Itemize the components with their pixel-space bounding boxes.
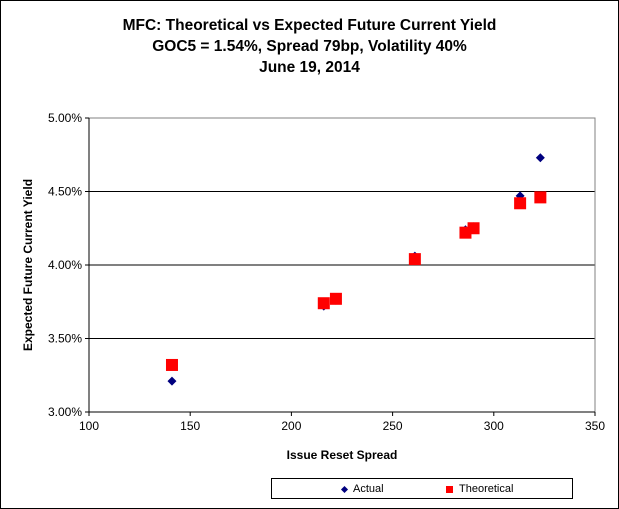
chart-title-line-2: GOC5 = 1.54%, Spread 79bp, Volatility 40… bbox=[152, 38, 467, 55]
theoretical-point bbox=[329, 292, 342, 305]
y-tick-label: 5.00% bbox=[48, 111, 82, 125]
chart-title-line-3: June 19, 2014 bbox=[259, 59, 360, 76]
y-tick-label: 4.00% bbox=[48, 258, 82, 272]
chart-title-line-1: MFC: Theoretical vs Expected Future Curr… bbox=[122, 17, 497, 34]
legend-label-actual: Actual bbox=[353, 483, 384, 495]
gridlines bbox=[89, 191, 595, 339]
y-tick-label: 4.50% bbox=[48, 185, 82, 199]
actual-point bbox=[167, 376, 177, 386]
y-axis-title: Expected Future Current Yield bbox=[21, 179, 35, 351]
x-axis-title: Issue Reset Spread bbox=[287, 448, 398, 462]
legend-label-theoretical: Theoretical bbox=[459, 483, 514, 495]
data-points bbox=[165, 153, 547, 386]
legend-item-theoretical: Theoretical bbox=[446, 483, 513, 495]
actual-point bbox=[535, 153, 545, 163]
x-tick-label: 100 bbox=[79, 419, 99, 433]
legend: Actual Theoretical bbox=[271, 478, 573, 499]
theoretical-point bbox=[165, 358, 178, 371]
theoretical-point bbox=[467, 222, 480, 235]
theoretical-point bbox=[317, 297, 330, 310]
x-tick-label: 150 bbox=[180, 419, 200, 433]
theoretical-point bbox=[534, 191, 547, 204]
theoretical-point bbox=[514, 197, 527, 210]
theoretical-point bbox=[408, 253, 421, 266]
chart-title: MFC: Theoretical vs Expected Future Curr… bbox=[1, 15, 618, 78]
y-tick-label: 3.50% bbox=[48, 332, 82, 346]
diamond-marker-icon bbox=[340, 485, 349, 493]
y-tick-label: 3.00% bbox=[48, 405, 82, 419]
square-marker-icon bbox=[446, 485, 453, 493]
axes: 3.00% 3.50% 4.00% 4.50% 5.00% 100 150 200 250 300… bbox=[48, 111, 605, 433]
x-tick-label: 250 bbox=[383, 419, 403, 433]
x-tick-label: 200 bbox=[281, 419, 301, 433]
x-tick-label: 300 bbox=[484, 419, 504, 433]
legend-item-actual: Actual bbox=[340, 483, 384, 495]
x-tick-label: 350 bbox=[585, 419, 605, 433]
